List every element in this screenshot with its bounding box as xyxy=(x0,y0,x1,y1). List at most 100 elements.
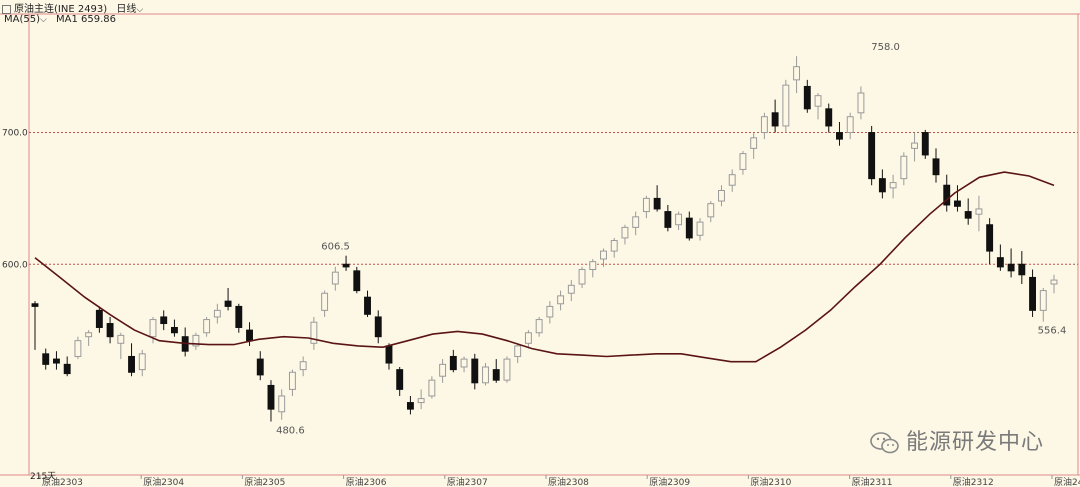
candle-up xyxy=(793,66,801,81)
candle-down xyxy=(803,85,811,110)
candle-up xyxy=(621,226,629,239)
candle-up xyxy=(782,84,790,127)
candle-down xyxy=(653,197,661,210)
candle-down xyxy=(128,355,135,373)
symbol-title: 原油主连(INE 2493) xyxy=(14,4,108,15)
candle-up xyxy=(278,395,286,413)
candle-up xyxy=(321,292,329,311)
candle-up xyxy=(728,174,736,186)
candle-up xyxy=(718,189,725,202)
candle-down xyxy=(396,369,404,390)
window-menu-icon[interactable] xyxy=(2,4,11,14)
candle-down xyxy=(492,369,500,381)
candle-up xyxy=(600,250,607,260)
candle-up xyxy=(117,334,125,344)
candle-down xyxy=(943,184,951,206)
candle-up xyxy=(675,213,683,226)
chevron-down-icon[interactable]: ⌵ xyxy=(136,5,144,15)
candle-down xyxy=(1018,263,1026,276)
period-selector[interactable]: 日线⌵ xyxy=(116,4,143,15)
candle-up xyxy=(1050,279,1058,285)
candle-down xyxy=(406,402,414,410)
candle-down xyxy=(385,345,393,364)
candle-down xyxy=(342,263,350,268)
candle-up xyxy=(460,358,468,368)
candle-down xyxy=(374,316,382,338)
candle-down xyxy=(954,200,961,207)
candle-up xyxy=(535,319,543,334)
candle-down xyxy=(664,211,672,228)
candle-up xyxy=(310,321,318,344)
candle-up xyxy=(578,269,586,285)
candle-up xyxy=(567,284,575,294)
candle-up xyxy=(857,92,865,114)
candle-up xyxy=(331,271,339,285)
x-tick-label: 原油2310 xyxy=(750,476,791,487)
candle-up xyxy=(524,332,532,344)
candle-down xyxy=(836,132,843,140)
candle-up xyxy=(149,319,157,338)
candle-down xyxy=(996,257,1004,268)
candle-up xyxy=(975,208,983,215)
candle-up xyxy=(546,305,554,318)
candle-down xyxy=(986,224,994,252)
candle-down xyxy=(42,353,50,365)
candle-up xyxy=(138,353,146,371)
candle-up xyxy=(85,332,93,338)
candle-down xyxy=(364,296,371,315)
price-annotation: 480.6 xyxy=(276,426,305,437)
price-annotation: 758.0 xyxy=(871,42,900,53)
candle-down xyxy=(170,326,178,334)
candle-up xyxy=(610,240,618,252)
candle-down xyxy=(1029,276,1036,311)
candle-up xyxy=(192,334,200,347)
candle-down xyxy=(267,384,275,410)
candle-up xyxy=(707,203,715,218)
candle-up xyxy=(299,361,307,371)
candle-down xyxy=(825,108,833,127)
candle-up xyxy=(74,340,82,357)
candle-down xyxy=(878,178,886,193)
indicator-selector[interactable]: MA(55)⌵ xyxy=(4,14,47,25)
candle-down xyxy=(246,329,253,342)
candle-up xyxy=(503,358,511,381)
candle-up xyxy=(900,155,908,180)
candle-up xyxy=(439,363,447,377)
x-tick-label: 原油2401 xyxy=(1054,476,1080,487)
candle-down xyxy=(95,309,103,328)
candle-down xyxy=(106,323,114,338)
candle-up xyxy=(760,116,768,134)
y-tick-label: 600.0 xyxy=(2,260,28,270)
x-tick-label: 原油2304 xyxy=(143,476,184,487)
indicator-legend: MA(55)⌵ MA1 659.86 xyxy=(4,14,116,25)
x-tick-label: 原油2307 xyxy=(447,476,488,487)
candle-up xyxy=(213,309,221,318)
chevron-down-icon[interactable]: ⌵ xyxy=(40,15,47,25)
price-annotation: 556.4 xyxy=(1038,326,1067,337)
candle-up xyxy=(482,366,489,384)
candle-down xyxy=(471,358,479,384)
bar-count-label: 215天 xyxy=(30,472,56,482)
y-tick-label: 700.0 xyxy=(2,129,28,139)
candle-down xyxy=(1007,263,1015,272)
candle-up xyxy=(739,153,747,170)
candle-down xyxy=(53,358,60,364)
candle-up xyxy=(696,221,704,236)
candle-down xyxy=(160,316,168,325)
candle-down xyxy=(224,300,232,307)
x-tick-label: 原油2308 xyxy=(548,476,589,487)
ma-line xyxy=(34,171,1055,363)
x-tick-label: 原油2306 xyxy=(346,476,387,487)
x-tick-label: 原油2311 xyxy=(852,476,893,487)
candle-down xyxy=(685,217,693,239)
candle-up xyxy=(288,371,296,390)
candle-up xyxy=(557,295,565,305)
candle-down xyxy=(63,363,71,375)
wechat-icon xyxy=(870,432,899,454)
watermark-text: 能源研发中心 xyxy=(905,430,1044,455)
candle-up xyxy=(846,116,854,134)
candle-up xyxy=(632,216,640,228)
period-label: 日线 xyxy=(116,4,137,15)
